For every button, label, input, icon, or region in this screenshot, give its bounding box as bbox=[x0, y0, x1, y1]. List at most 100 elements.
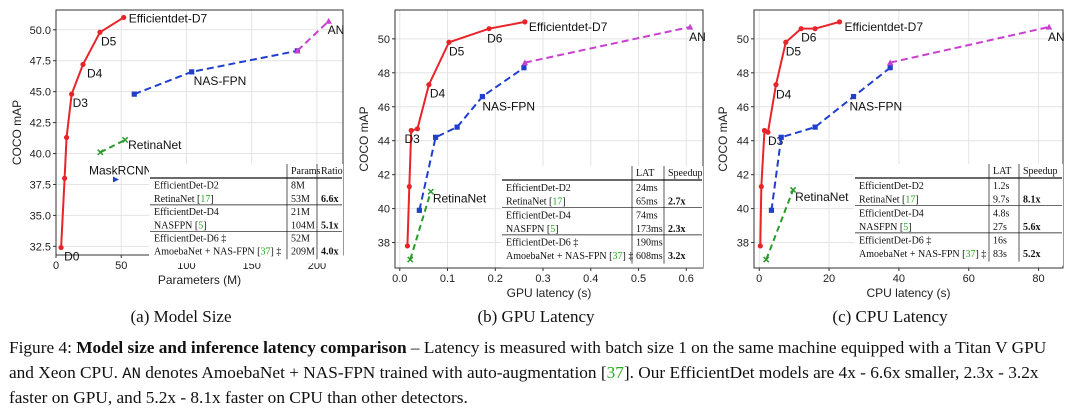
data-point bbox=[427, 188, 434, 195]
data-point bbox=[454, 124, 460, 130]
data-point bbox=[294, 47, 301, 54]
y-axis-label: COCO mAP bbox=[716, 106, 730, 171]
table-background bbox=[501, 166, 703, 268]
table-background bbox=[854, 164, 1063, 266]
point-label: D6 bbox=[487, 32, 503, 46]
caption-bold: Model size and inference latency compari… bbox=[76, 338, 407, 357]
table-cell: 24ms bbox=[636, 183, 658, 194]
subcaption-b: (b) GPU Latency bbox=[477, 307, 595, 326]
data-point bbox=[407, 256, 414, 263]
data-point bbox=[58, 244, 64, 251]
data-point bbox=[789, 186, 797, 194]
point-label: Efficientdet-D7 bbox=[129, 11, 208, 25]
data-point bbox=[432, 134, 439, 140]
x-tick-label: 0.3 bbox=[535, 273, 550, 285]
figure-4: 0 50 100 150 20032.535.037.540.042.545.047.5… bbox=[10, 9, 1065, 326]
series-retinanet: RetinaNet bbox=[407, 188, 487, 263]
x-tick-label: 0.2 bbox=[488, 273, 503, 285]
point-label: AN bbox=[328, 23, 345, 37]
y-tick-label: 40.0 bbox=[30, 149, 51, 161]
x-tick-label: 0.0 bbox=[392, 273, 407, 285]
point-label: D4 bbox=[776, 88, 792, 102]
table-cell: NASFPN [5] bbox=[859, 222, 912, 233]
caption-part1: – Latency is measured with batch size 1 … bbox=[9, 338, 1047, 382]
caption-citation[interactable]: 37 bbox=[606, 362, 624, 382]
data-point bbox=[812, 124, 818, 130]
point-label: D3 bbox=[73, 96, 89, 110]
series-line bbox=[765, 189, 795, 260]
table-cell: 9.7s bbox=[993, 195, 1010, 206]
table-cell: 608ms bbox=[636, 251, 663, 262]
table-header: LAT bbox=[636, 168, 654, 179]
data-point bbox=[686, 23, 694, 30]
table-cell: 6.6x bbox=[321, 194, 339, 205]
table-cell: 5.6x bbox=[1023, 222, 1041, 233]
table-cell: 2.3x bbox=[668, 224, 686, 235]
data-point bbox=[887, 65, 893, 71]
table-cell: 104M bbox=[291, 220, 315, 231]
x-axis-label: CPU latency (s) bbox=[866, 286, 950, 300]
data-point bbox=[113, 176, 120, 183]
data-point bbox=[325, 17, 332, 24]
table-cell: EfficientDet-D6 ‡ bbox=[154, 234, 226, 245]
table-cell: 53M bbox=[291, 194, 310, 205]
series-nas-fpn: NAS-FPN bbox=[131, 48, 300, 97]
table-cell: 190ms bbox=[636, 238, 663, 249]
data-point bbox=[63, 134, 70, 141]
table-cell: 8M bbox=[291, 181, 305, 192]
data-point bbox=[763, 256, 770, 263]
data-point bbox=[97, 29, 103, 35]
table-cell: 1.2s bbox=[993, 181, 1010, 192]
chart-1: 0 50 100 150 20032.535.037.540.042.545.047.5… bbox=[10, 9, 345, 287]
y-tick-label: 45.0 bbox=[30, 87, 51, 99]
y-tick-label: 42.5 bbox=[30, 118, 51, 130]
series-line bbox=[418, 66, 525, 211]
point-label: D4 bbox=[87, 66, 103, 80]
data-point bbox=[80, 61, 86, 68]
table-header: Params bbox=[291, 166, 321, 177]
caption-an: AN bbox=[122, 364, 141, 383]
data-point bbox=[189, 69, 195, 75]
plot-frame bbox=[394, 9, 704, 269]
table-header: Speedup bbox=[668, 168, 702, 179]
comparison-table: LAT Speedup EfficientDet-D2 24ms RetinaNet [… bbox=[501, 166, 703, 268]
y-tick-label: 48 bbox=[737, 68, 749, 80]
table-header: LAT bbox=[993, 166, 1011, 177]
x-tick-label: 0 bbox=[756, 273, 762, 285]
data-point bbox=[416, 207, 422, 213]
y-tick-label: 47.5 bbox=[30, 56, 51, 68]
table-header: Speedup bbox=[1023, 166, 1057, 177]
point-label: AN bbox=[1048, 30, 1065, 44]
data-point bbox=[768, 207, 775, 213]
caption-prefix: Figure 4: bbox=[9, 338, 77, 357]
y-tick-label: 37.5 bbox=[30, 179, 51, 191]
x-tick-label: 20 bbox=[823, 273, 835, 285]
series-maskrcnn: MaskRCNN bbox=[89, 164, 152, 183]
point-label: D5 bbox=[101, 34, 117, 48]
table-cell: 4.8s bbox=[993, 208, 1010, 219]
data-point bbox=[131, 91, 137, 97]
table-cell: AmoebaNet + NAS-FPN [37] ‡ bbox=[506, 251, 633, 262]
data-point bbox=[121, 14, 127, 21]
point-label: NAS-FPN bbox=[850, 100, 903, 114]
subcaption-a: (a) Model Size bbox=[130, 307, 231, 326]
plot-frame bbox=[753, 9, 1064, 269]
y-tick-label: 40 bbox=[737, 204, 749, 216]
data-point bbox=[408, 127, 414, 134]
y-tick-label: 44 bbox=[378, 136, 390, 148]
table-cell: 52M bbox=[291, 234, 310, 245]
data-point bbox=[778, 134, 784, 140]
table-cell: 5.1x bbox=[321, 220, 339, 231]
subcaption-c: (c) CPU Latency bbox=[832, 307, 948, 326]
series-an: AN bbox=[886, 23, 1065, 66]
series-line bbox=[409, 191, 432, 260]
comparison-table: Params Ratio EfficientDet-D2 8M RetinaNet [1… bbox=[149, 164, 343, 264]
point-label: D3 bbox=[404, 132, 420, 146]
data-point bbox=[850, 93, 857, 100]
series-an: AN bbox=[294, 17, 345, 54]
point-label: NAS-FPN bbox=[194, 74, 247, 88]
table-cell: EfficientDet-D4 bbox=[859, 208, 924, 219]
series-retinanet: RetinaNet bbox=[97, 136, 182, 156]
comparison-table: LAT Speedup EfficientDet-D2 1.2s RetinaNet [… bbox=[854, 164, 1063, 266]
data-point bbox=[62, 175, 68, 181]
